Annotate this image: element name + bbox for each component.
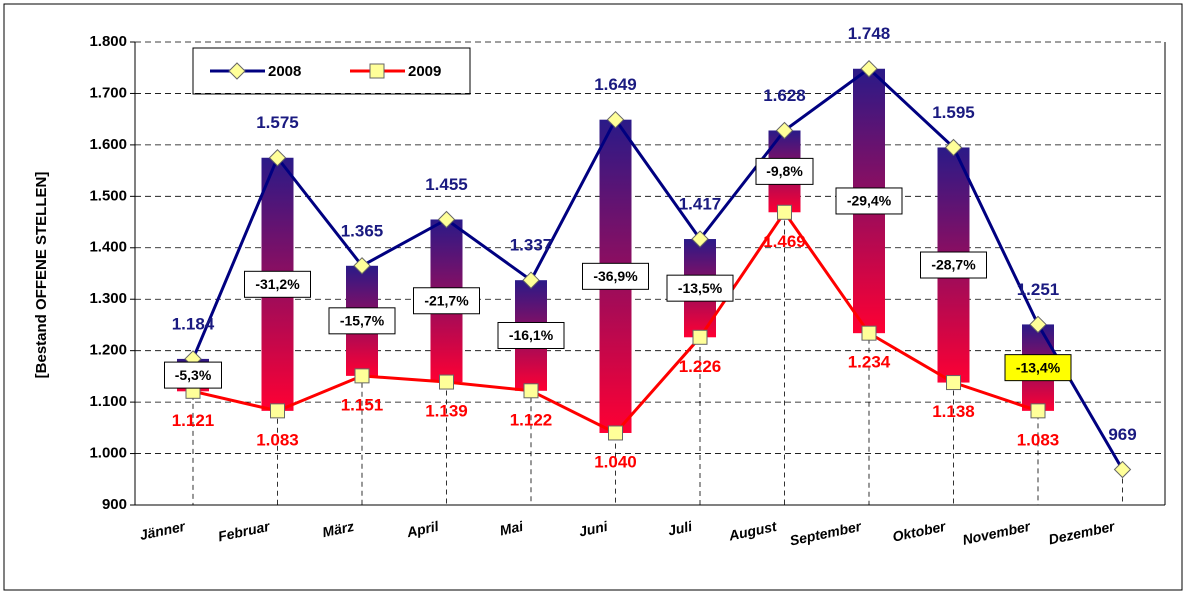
y-tick-label: 1.600 xyxy=(89,136,127,153)
change-box xyxy=(666,274,734,302)
data-label: 1.083 xyxy=(256,430,299,449)
marker xyxy=(860,60,878,78)
data-label: 1.151 xyxy=(341,395,384,414)
data-label: 1.226 xyxy=(679,357,722,376)
data-label: 969 xyxy=(1108,425,1136,444)
y-tick-label: 1.300 xyxy=(89,290,127,307)
data-label: 1.417 xyxy=(679,195,722,214)
change-box xyxy=(755,157,814,185)
change-label: -21,7% xyxy=(424,292,469,308)
x-tick-label: September xyxy=(788,518,864,549)
marker xyxy=(1029,315,1047,334)
data-label: 1.365 xyxy=(341,221,384,240)
data-label: 1.138 xyxy=(932,402,975,421)
y-tick-label: 1.500 xyxy=(89,187,127,204)
data-label: 1.628 xyxy=(763,86,806,105)
x-tick-label: August xyxy=(726,518,779,544)
change-label: -13,5% xyxy=(678,280,723,296)
x-tick-label: Dezember xyxy=(1047,518,1117,548)
series-line xyxy=(191,66,1124,471)
data-label: 1.595 xyxy=(932,103,975,122)
data-label: 1.575 xyxy=(256,113,299,132)
y-tick-label: 1.800 xyxy=(89,33,127,50)
marker xyxy=(523,383,539,399)
marker xyxy=(268,149,287,167)
marker xyxy=(1030,403,1046,419)
marker xyxy=(944,138,963,157)
change-box xyxy=(920,251,987,279)
marker xyxy=(692,329,708,345)
data-label: 1.122 xyxy=(510,410,553,429)
marker xyxy=(775,121,794,140)
x-tick-label: Mai xyxy=(498,518,525,539)
data-label: 1.337 xyxy=(510,236,553,255)
change-box xyxy=(164,361,222,389)
y-tick-label: 1.700 xyxy=(89,84,127,101)
marker xyxy=(437,210,456,229)
data-label: 1.649 xyxy=(594,75,637,94)
data-label: 1.469 xyxy=(763,232,806,251)
change-box xyxy=(413,287,480,315)
change-label: -9,8% xyxy=(766,163,803,179)
change-label: -5,3% xyxy=(175,367,212,383)
change-box xyxy=(328,307,396,335)
change-box xyxy=(244,270,311,298)
data-label: 1.083 xyxy=(1017,430,1060,449)
change-label: -16,1% xyxy=(509,327,554,343)
marker xyxy=(691,230,709,248)
marker xyxy=(353,257,371,275)
x-tick-label: November xyxy=(961,518,1033,548)
x-tick-label: Jänner xyxy=(138,518,188,544)
change-label: -36,9% xyxy=(593,268,638,284)
y-tick-label: 1.100 xyxy=(89,393,127,410)
x-tick-label: April xyxy=(404,518,441,541)
marker xyxy=(861,325,877,341)
data-label: 1.121 xyxy=(172,411,215,430)
marker xyxy=(439,374,454,390)
x-tick-label: Juli xyxy=(666,518,694,539)
y-axis-label: [Bestand OFFENE STELLEN] xyxy=(33,172,50,379)
y-tick-label: 900 xyxy=(102,496,127,513)
data-label: 1.251 xyxy=(1017,280,1060,299)
marker xyxy=(270,403,285,419)
change-box xyxy=(1004,354,1072,382)
data-label: 1.455 xyxy=(425,175,468,194)
data-label: 1.184 xyxy=(172,314,215,333)
y-tick-label: 1.000 xyxy=(89,445,127,462)
data-label: 1.040 xyxy=(594,452,637,471)
y-tick-label: 1.400 xyxy=(89,239,127,256)
marker xyxy=(606,110,625,129)
change-label: -13,4% xyxy=(1016,359,1061,375)
change-box xyxy=(497,321,565,349)
marker xyxy=(522,271,540,289)
legend-label: 2009 xyxy=(408,63,441,80)
legend: 2008 2009 xyxy=(192,47,471,95)
x-tick-label: Oktober xyxy=(891,518,948,545)
marker xyxy=(369,63,385,79)
change-label: -28,7% xyxy=(931,257,976,273)
data-label: 1.139 xyxy=(425,402,468,421)
marker xyxy=(354,368,370,384)
change-box xyxy=(835,187,903,215)
marker xyxy=(1113,460,1132,479)
chart-border xyxy=(3,3,1183,591)
change-label: -15,7% xyxy=(340,313,385,329)
data-label: 1.748 xyxy=(848,24,891,43)
legend-label: 2008 xyxy=(268,63,301,80)
change-box xyxy=(582,262,649,290)
x-tick-label: Februar xyxy=(217,518,273,545)
marker xyxy=(946,375,961,391)
x-tick-label: März xyxy=(321,518,356,540)
change-label: -31,2% xyxy=(255,276,300,292)
change-label: -29,4% xyxy=(847,193,892,209)
marker xyxy=(608,425,623,441)
data-label: 1.234 xyxy=(848,353,891,372)
y-tick-label: 1.200 xyxy=(89,342,127,359)
x-tick-label: Juni xyxy=(577,518,610,540)
marker xyxy=(777,204,792,220)
marker xyxy=(228,62,246,80)
